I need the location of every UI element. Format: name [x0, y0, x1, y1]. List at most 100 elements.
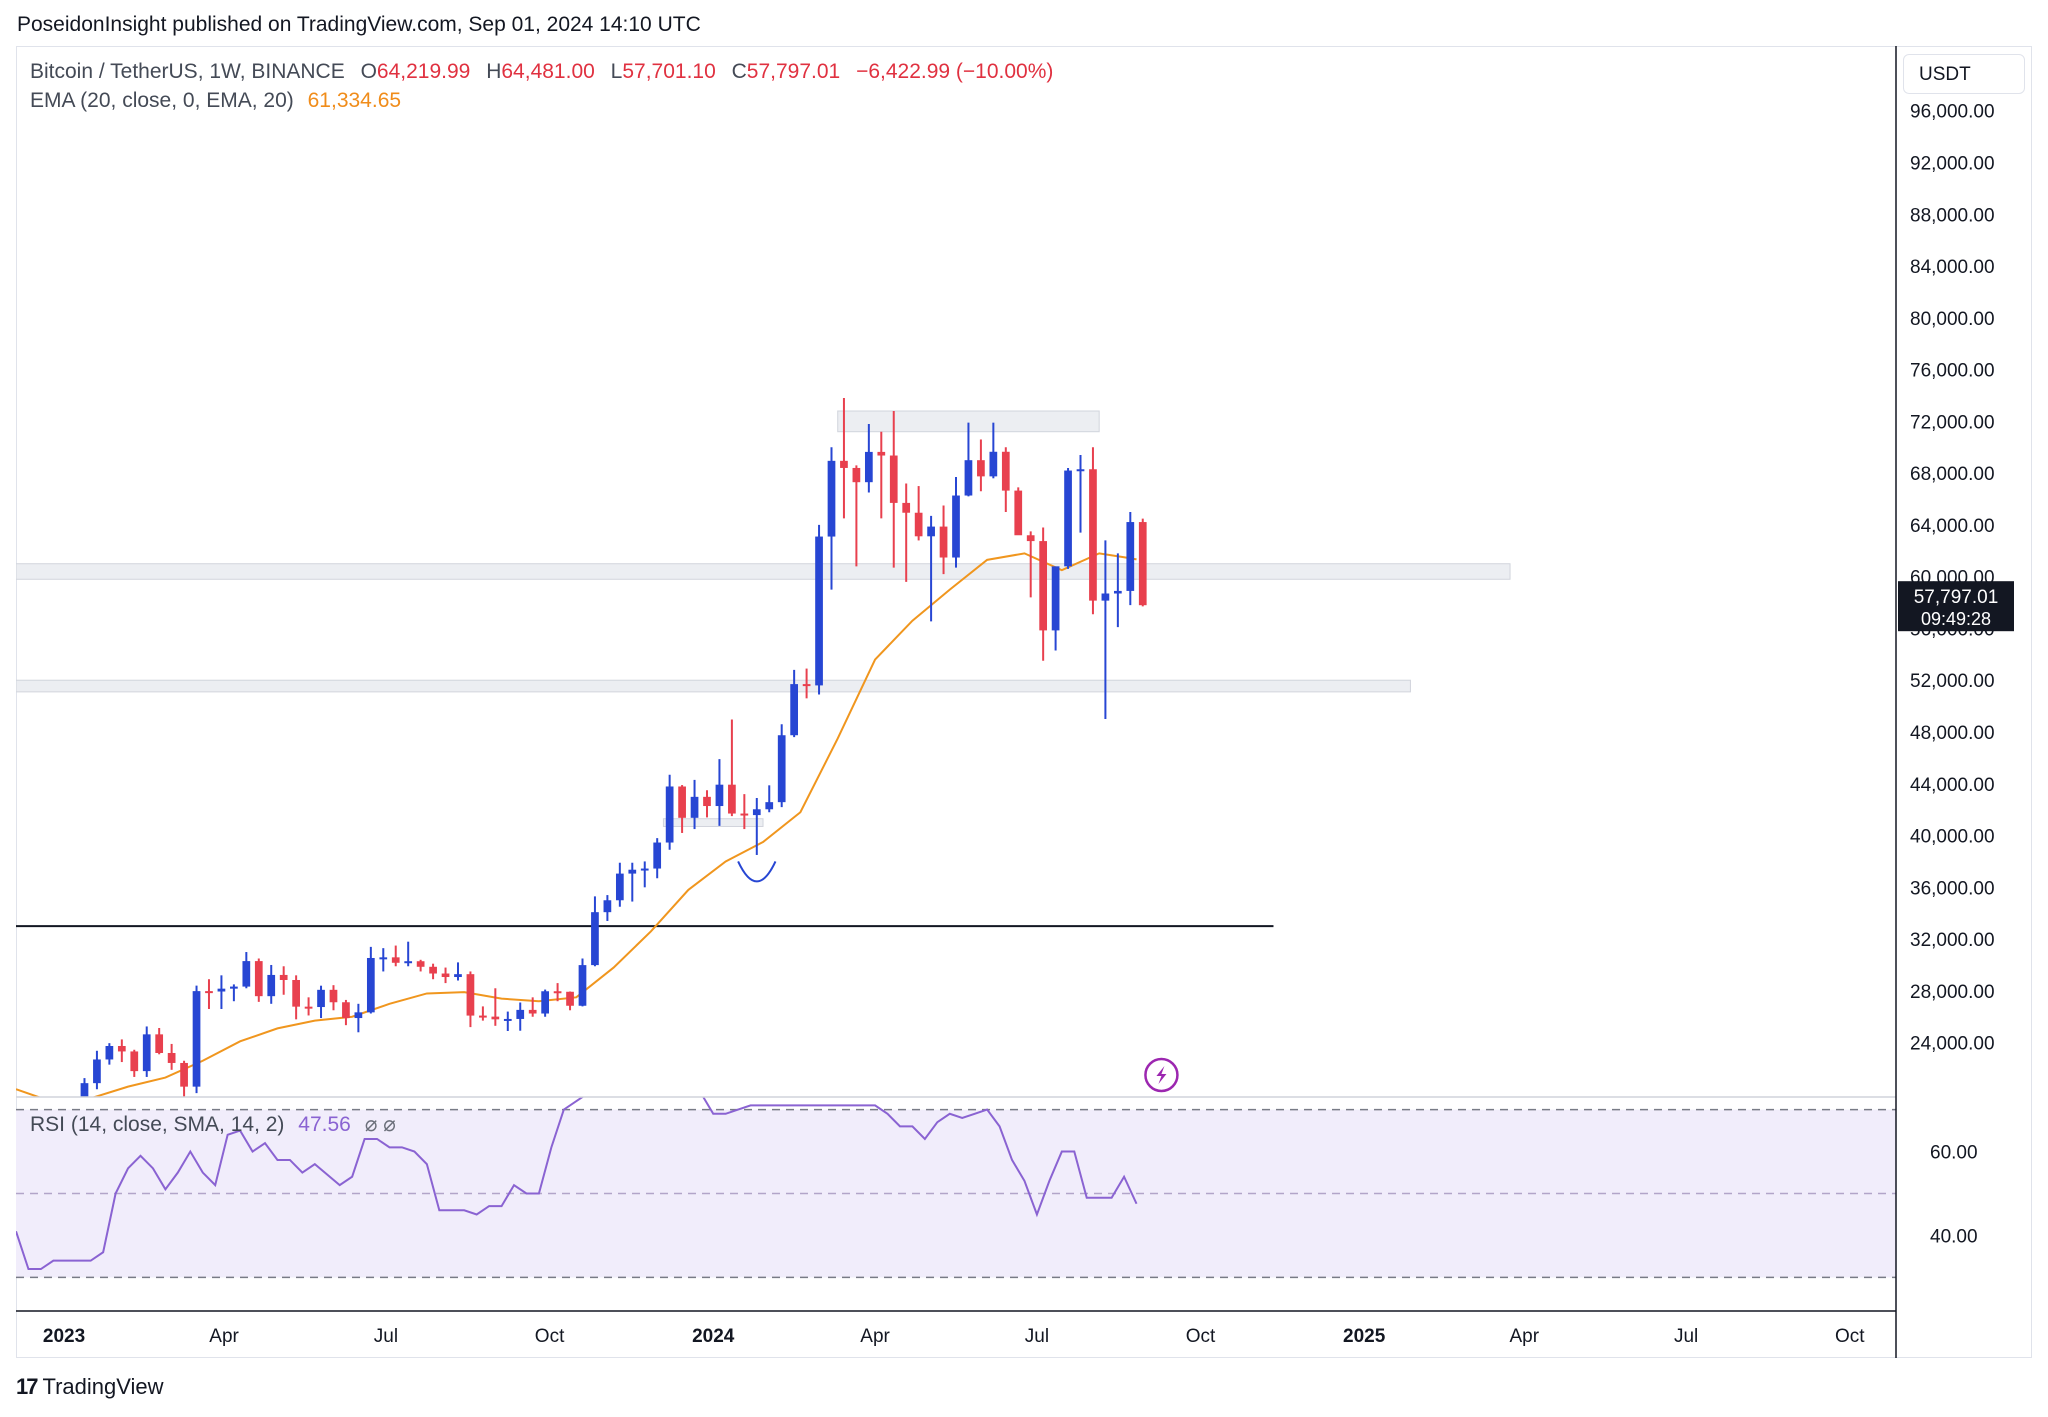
- candle-body-77: [977, 460, 985, 477]
- currency-selector[interactable]: USDT: [1903, 54, 2025, 94]
- open-value: 64,219.99: [376, 60, 471, 83]
- close-value: 57,797.01: [746, 60, 841, 83]
- time-tick-label: Jul: [1025, 1326, 1049, 1347]
- candle-body-88: [1113, 590, 1122, 594]
- candle-body-59: [752, 809, 761, 816]
- candle-body-30: [391, 957, 400, 963]
- candle-body-49: [628, 869, 637, 874]
- price-tick-label: 80,000.00: [1910, 309, 1995, 330]
- price-tick-label: 64,000.00: [1910, 516, 1995, 537]
- candle-body-81: [1026, 535, 1035, 542]
- price-tick-label: 88,000.00: [1910, 205, 1995, 226]
- candle-body-22: [292, 979, 300, 1007]
- candle-body-43: [553, 991, 562, 994]
- candle-body-29: [379, 957, 388, 960]
- tradingview-brand: TradingView: [42, 1374, 164, 1399]
- candle-body-20: [267, 974, 276, 997]
- candle-body-69: [877, 451, 886, 456]
- candle-body-27: [354, 1012, 363, 1019]
- price-tick-label: 84,000.00: [1910, 257, 1995, 278]
- time-tick-label: 2024: [692, 1326, 735, 1347]
- candle-body-24: [317, 989, 325, 1008]
- ema-value: 61,334.65: [307, 89, 402, 112]
- zone-box-2: [16, 679, 1411, 693]
- candle-body-53: [678, 786, 686, 818]
- price-tick-label: 76,000.00: [1910, 361, 1995, 382]
- low-value: 57,701.10: [622, 60, 716, 83]
- candle-body-74: [939, 526, 948, 558]
- close-label: C: [731, 60, 747, 83]
- candle-body-65: [827, 460, 836, 537]
- change-value: −6,422.99 (−10.00%): [856, 60, 1054, 83]
- candle-body-78: [989, 451, 998, 477]
- price-tick-label: 24,000.00: [1910, 1034, 1995, 1055]
- candle-body-62: [790, 684, 799, 736]
- candle-body-51: [653, 842, 662, 869]
- symbol-name: Bitcoin / TetherUS, 1W, BINANCE: [30, 60, 345, 83]
- candle-body-36: [466, 974, 475, 1016]
- time-tick-label: Apr: [1509, 1326, 1539, 1347]
- flash-bolt-icon: [1156, 1066, 1167, 1084]
- candle-body-26: [342, 1002, 350, 1019]
- candle-body-73: [927, 526, 935, 537]
- price-tick-label: 32,000.00: [1910, 930, 1995, 951]
- candle-body-45: [578, 965, 587, 1006]
- candle-body-84: [1064, 470, 1072, 567]
- candle-body-25: [329, 989, 338, 1003]
- ema-legend: EMA (20, close, 0, EMA, 20) 61,334.65: [30, 89, 401, 113]
- candle-body-63: [802, 684, 811, 687]
- price-tick-label: 68,000.00: [1910, 464, 1995, 485]
- candle-body-79: [1001, 451, 1010, 491]
- rsi-label: RSI (14, close, SMA, 14, 2): [30, 1113, 285, 1136]
- price-tick-label: 92,000.00: [1910, 153, 1995, 174]
- rsi-visibility-icons[interactable]: ⌀ ⌀: [364, 1113, 396, 1136]
- candle-body-39: [503, 1018, 512, 1021]
- candle-body-34: [441, 973, 450, 978]
- time-tick-label: Oct: [1186, 1326, 1216, 1347]
- candle-body-47: [603, 900, 612, 913]
- time-tick-label: Oct: [1835, 1326, 1865, 1347]
- candle-body-48: [615, 873, 624, 901]
- open-label: O: [360, 60, 377, 83]
- candle-body-86: [1089, 469, 1097, 601]
- candle-body-82: [1039, 541, 1048, 631]
- candle-body-76: [964, 460, 973, 496]
- rsi-tick-label: 40.00: [1930, 1226, 1978, 1247]
- price-tick-label: 36,000.00: [1910, 878, 1995, 899]
- candle-body-35: [454, 974, 462, 978]
- candle-body-40: [516, 1009, 525, 1019]
- candle-body-83: [1051, 566, 1060, 631]
- main-pane: [16, 398, 1511, 1097]
- rsi-line: [16, 1097, 1138, 1271]
- candle-body-71: [902, 502, 911, 513]
- low-label: L: [610, 60, 623, 83]
- high-value: 64,481.00: [501, 60, 595, 83]
- price-tick-label: 44,000.00: [1910, 775, 1995, 796]
- candle-body-15: [205, 991, 213, 994]
- tradingview-logo[interactable]: 17 TradingView: [16, 1374, 164, 1400]
- candle-body-87: [1101, 593, 1110, 601]
- price-tick-label: 40,000.00: [1910, 827, 1995, 848]
- candle-body-16: [217, 988, 226, 992]
- candle-body-72: [914, 512, 923, 537]
- candle-body-58: [740, 813, 749, 816]
- time-tick-label: Apr: [860, 1326, 890, 1347]
- candle-body-12: [167, 1052, 176, 1063]
- candle-body-14: [192, 991, 201, 1087]
- price-tick-label: 52,000.00: [1910, 671, 1995, 692]
- zone-box-1: [16, 563, 1511, 580]
- candle-body-67: [852, 467, 861, 483]
- candle-body-5: [80, 1083, 89, 1097]
- candle-body-44: [566, 991, 574, 1006]
- candle-body-13: [180, 1062, 188, 1087]
- candle-body-32: [416, 961, 425, 967]
- ema-label: EMA (20, close, 0, EMA, 20): [30, 89, 294, 112]
- candle-body-55: [703, 796, 711, 807]
- candle-body-70: [889, 455, 898, 503]
- ema-line: [16, 552, 1137, 1097]
- candle-body-38: [491, 1016, 500, 1020]
- candle-body-11: [155, 1034, 164, 1053]
- candle-body-56: [715, 784, 724, 807]
- rsi-pane: [16, 1097, 1896, 1279]
